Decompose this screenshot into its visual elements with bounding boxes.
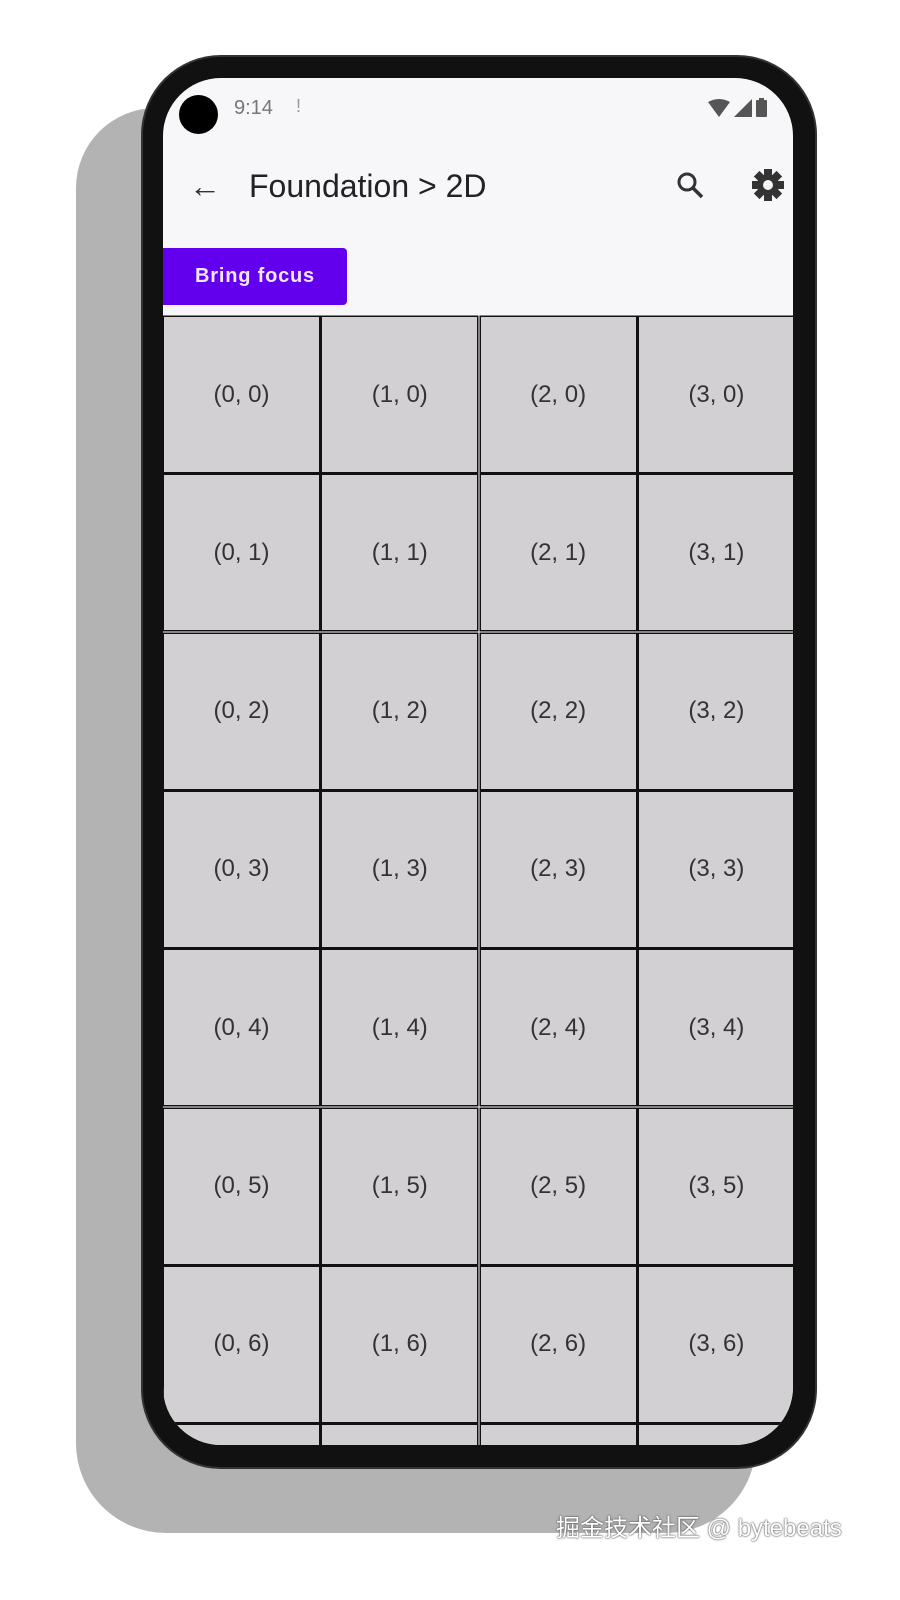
- grid-cell[interactable]: (3, 2): [638, 633, 793, 789]
- watermark: 掘金技术社区 @ bytebeats: [556, 1515, 842, 1542]
- grid-cell[interactable]: (1, 5): [322, 1108, 478, 1264]
- camera-cutout: [179, 95, 218, 134]
- grid-cell[interactable]: [480, 1425, 636, 1445]
- grid-cell[interactable]: (0, 3): [164, 791, 319, 947]
- signal-icon: [734, 99, 752, 117]
- status-time: 9:14: [234, 97, 273, 119]
- grid-cell[interactable]: (0, 4): [164, 950, 319, 1106]
- bring-focus-button[interactable]: Bring focus: [163, 248, 347, 305]
- grid-cell[interactable]: (2, 2): [480, 633, 636, 789]
- grid-cell[interactable]: (3, 4): [638, 950, 793, 1106]
- grid-cell[interactable]: (0, 0): [164, 317, 319, 472]
- grid-cell[interactable]: [638, 1425, 793, 1445]
- grid-cell[interactable]: [322, 1425, 478, 1445]
- grid-cell[interactable]: (2, 3): [480, 791, 636, 947]
- grid-cell[interactable]: (1, 1): [322, 475, 478, 631]
- grid-cell[interactable]: (2, 1): [480, 475, 636, 631]
- grid-cell[interactable]: (3, 6): [638, 1266, 793, 1422]
- page-title: Foundation > 2D: [249, 168, 487, 204]
- grid-cell[interactable]: (2, 0): [480, 317, 636, 472]
- app-bar: ← Foundation > 2D: [163, 158, 793, 218]
- alert-icon: !: [296, 96, 302, 116]
- grid-cell[interactable]: (3, 3): [638, 791, 793, 947]
- battery-icon: [756, 98, 767, 117]
- grid-cell[interactable]: (2, 6): [480, 1266, 636, 1422]
- grid-cell[interactable]: (1, 3): [322, 791, 478, 947]
- grid-cell[interactable]: (3, 1): [638, 475, 793, 631]
- grid-cell[interactable]: (0, 1): [164, 475, 319, 631]
- grid-cell[interactable]: (0, 5): [164, 1108, 319, 1264]
- grid-cell[interactable]: (2, 5): [480, 1108, 636, 1264]
- status-bar: 9:14 !: [163, 78, 793, 136]
- grid-cell[interactable]: [164, 1425, 319, 1445]
- grid-cell[interactable]: (1, 6): [322, 1266, 478, 1422]
- arrow-left-icon[interactable]: ←: [189, 168, 221, 204]
- wifi-icon: [708, 99, 730, 117]
- grid-cell[interactable]: (3, 0): [638, 317, 793, 472]
- grid-cell[interactable]: (2, 4): [480, 950, 636, 1106]
- grid-cell[interactable]: (0, 6): [164, 1266, 319, 1422]
- gear-icon[interactable]: [751, 168, 785, 202]
- grid-cell[interactable]: (1, 4): [322, 950, 478, 1106]
- grid-cell[interactable]: (1, 2): [322, 633, 478, 789]
- grid-cell[interactable]: (0, 2): [164, 633, 319, 789]
- grid-cell[interactable]: (1, 0): [322, 317, 478, 472]
- search-icon[interactable]: [675, 170, 705, 200]
- grid-cell[interactable]: (3, 5): [638, 1108, 793, 1264]
- phone-screen: 9:14 ! ← Foundation > 2D Bring focus (0,…: [163, 78, 793, 1445]
